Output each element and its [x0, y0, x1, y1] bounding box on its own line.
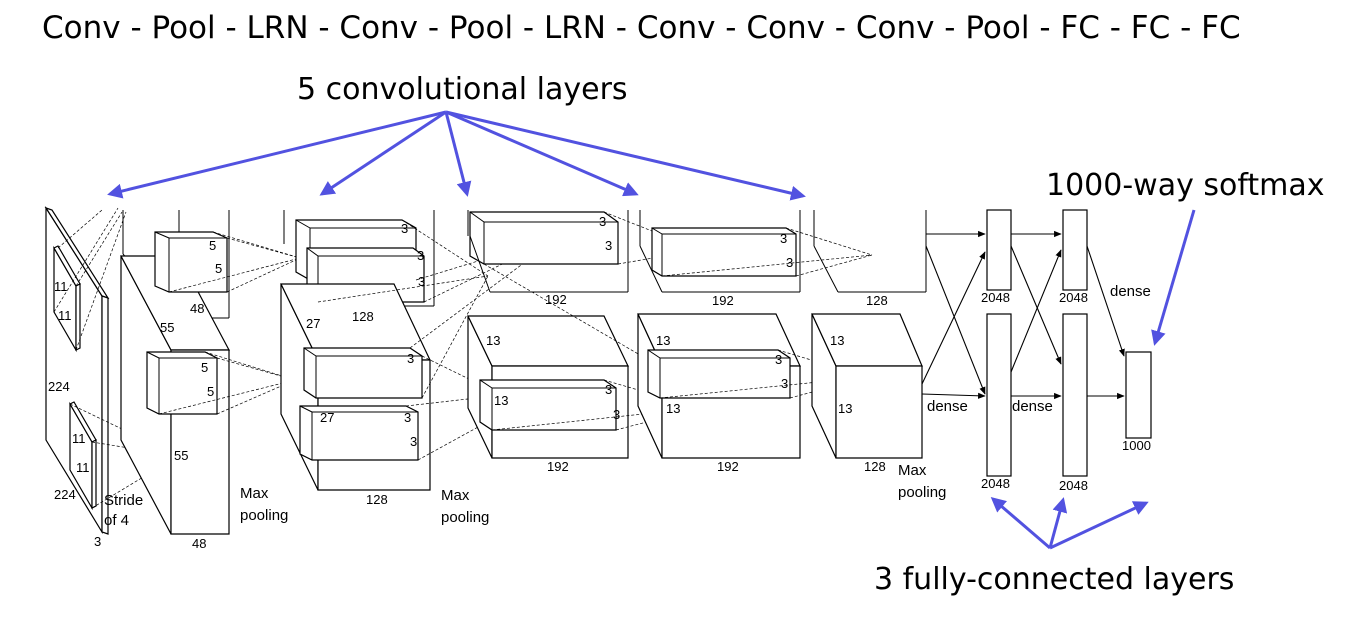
conv5-size-b: 13 — [838, 401, 852, 416]
conv2-kernel3-b: 3 — [417, 248, 424, 263]
input-channels-label: 3 — [94, 534, 101, 549]
fc-arrow-3 — [1049, 501, 1149, 550]
fc2-bottom-label: 2048 — [1059, 478, 1088, 493]
conv5-depth-top: 128 — [866, 293, 888, 308]
dense-label-3: dense — [1110, 283, 1151, 300]
dense-label-2: dense — [1012, 398, 1053, 415]
fc2-bottom-bar — [1062, 313, 1088, 477]
kernel11-label-d: 11 — [76, 460, 90, 475]
conv3-size-b: 13 — [494, 393, 508, 408]
conv4-kernel3-a: 3 — [780, 231, 787, 246]
conv4-block — [637, 210, 801, 459]
fc-connections — [921, 230, 1125, 400]
conv4-depth-bottom: 192 — [717, 459, 739, 474]
stride-label-line2: of 4 — [104, 512, 129, 529]
fc-arrow-2 — [1048, 497, 1068, 549]
fc-layers — [986, 209, 1152, 477]
conv1-kernel5-b: 5 — [215, 261, 222, 276]
conv4-size-b: 13 — [666, 401, 680, 416]
kernel11-label-a: 11 — [54, 279, 68, 294]
conv2-depth-bottom: 128 — [366, 492, 388, 507]
conv3-block — [467, 210, 629, 459]
pool3-label-line2: pooling — [898, 484, 946, 501]
conv2-kernel3-d: 3 — [407, 351, 414, 366]
pipeline-title: Conv - Pool - LRN - Conv - Pool - LRN - … — [42, 10, 1241, 46]
dense-label-1: dense — [927, 398, 968, 415]
fc-callout-arrows — [990, 497, 1149, 550]
conv4-kernel3-c: 3 — [775, 352, 782, 367]
softmax-callout: 1000-way softmax — [1046, 168, 1325, 203]
conv-arrow-1 — [107, 110, 447, 199]
conv4-kernel3-b: 3 — [786, 255, 793, 270]
fc1-top-bar — [986, 209, 1012, 291]
conv3-depth-bottom: 192 — [547, 459, 569, 474]
conv1-size-bottom: 55 — [174, 448, 188, 463]
pool2-label-line2: pooling — [441, 509, 489, 526]
fc1-bottom-bar — [986, 313, 1012, 477]
conv4-depth-top: 192 — [712, 293, 734, 308]
pool1-label-line1: Max — [240, 485, 269, 502]
conv4-kernel3-d: 3 — [781, 376, 788, 391]
conv3-kernel3-a: 3 — [599, 214, 606, 229]
conv-arrow-2 — [319, 110, 447, 196]
conv1-size-top: 55 — [160, 320, 174, 335]
conv5-depth-bottom: 128 — [864, 459, 886, 474]
conv-arrow-3 — [444, 111, 472, 197]
conv3-kernel3-d: 3 — [613, 407, 620, 422]
kernel11-label-c: 11 — [72, 431, 86, 446]
conv1-kernel5-d: 5 — [207, 384, 214, 399]
conv1-depth-bottom: 48 — [192, 536, 206, 551]
conv2-kernel3-e: 3 — [404, 410, 411, 425]
conv1-block — [120, 210, 230, 535]
conv2-size-top: 27 — [306, 316, 320, 331]
conv3-kernel3-b: 3 — [605, 238, 612, 253]
conv4-size-a: 13 — [656, 333, 670, 348]
conv-arrow-5 — [445, 110, 806, 201]
fc-layers-callout: 3 fully-connected layers — [874, 562, 1235, 597]
conv2-kernel3-a: 3 — [401, 221, 408, 236]
fc2-top-label: 2048 — [1059, 290, 1088, 305]
conv2-depth-top: 128 — [352, 309, 374, 324]
conv3-size-a: 13 — [486, 333, 500, 348]
pool2-label-line1: Max — [441, 487, 470, 504]
pool3-label-line1: Max — [898, 462, 927, 479]
conv2-kernel3-c: 3 — [418, 274, 425, 289]
conv2-size-bottom: 27 — [320, 410, 334, 425]
fc3-output-bar — [1125, 351, 1152, 439]
conv2-kernel3-f: 3 — [410, 434, 417, 449]
fc2-top-bar — [1062, 209, 1088, 291]
fc1-bottom-label: 2048 — [981, 476, 1010, 491]
input-224-bottom-label: 224 — [54, 487, 76, 502]
conv1-depth-top: 48 — [190, 301, 204, 316]
fc1-top-label: 2048 — [981, 290, 1010, 305]
conv-callout-arrows — [107, 110, 806, 201]
input-224-side-label: 224 — [48, 379, 70, 394]
conv-layers-callout: 5 convolutional layers — [297, 72, 628, 107]
conv3-depth-top: 192 — [545, 292, 567, 307]
conv-arrow-4 — [445, 110, 639, 197]
fc3-output-label: 1000 — [1122, 438, 1151, 453]
kernel11-label-b: 11 — [58, 308, 72, 323]
pool1-label-line2: pooling — [240, 507, 288, 524]
conv3-kernel3-c: 3 — [605, 382, 612, 397]
conv2-block — [280, 210, 435, 491]
conv1-kernel5-c: 5 — [201, 360, 208, 375]
conv1-kernel5-a: 5 — [209, 238, 216, 253]
conv5-block — [811, 210, 927, 459]
stride-label-line1: Stride — [104, 492, 143, 509]
conv5-size-a: 13 — [830, 333, 844, 348]
softmax-arrow — [1151, 209, 1196, 346]
input-image — [44, 205, 110, 535]
fc-arrow-1 — [990, 497, 1051, 550]
